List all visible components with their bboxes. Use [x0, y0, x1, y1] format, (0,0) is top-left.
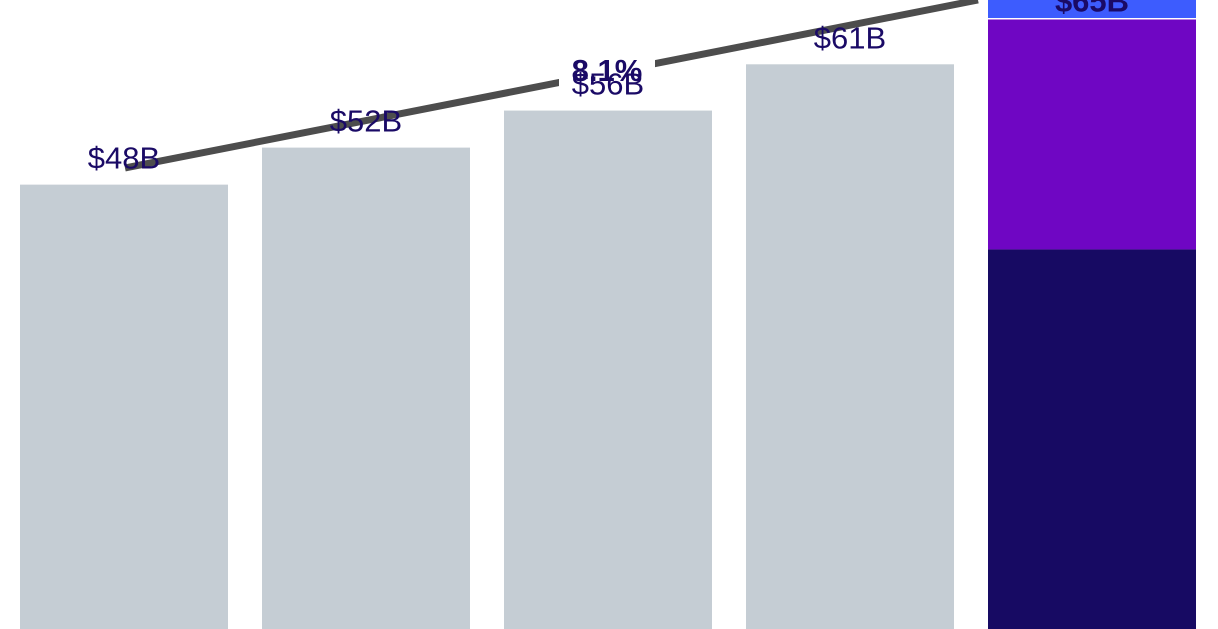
growth-trend-line — [124, 0, 979, 172]
value-labels-group: $48B $52B $56B $61B $65B — [88, 0, 1129, 176]
growth-rate-label: 8.1% — [572, 53, 643, 88]
bars-group — [20, 0, 1196, 629]
value-label-4: $61B — [814, 20, 886, 55]
bar-1 — [20, 184, 228, 629]
value-label-2: $52B — [330, 104, 402, 139]
value-label-5: $65B — [1055, 0, 1129, 18]
bar-4 — [746, 64, 954, 629]
bar-5-segment-top — [988, 0, 1196, 18]
bar-3 — [504, 110, 712, 629]
bar-2 — [262, 147, 470, 629]
bar-5-segment-bottom — [988, 249, 1196, 629]
bar-5-segment-middle — [988, 19, 1196, 250]
value-label-3: $56B — [572, 67, 644, 102]
value-label-1: $48B — [88, 141, 160, 176]
growth-label-background — [559, 48, 655, 92]
